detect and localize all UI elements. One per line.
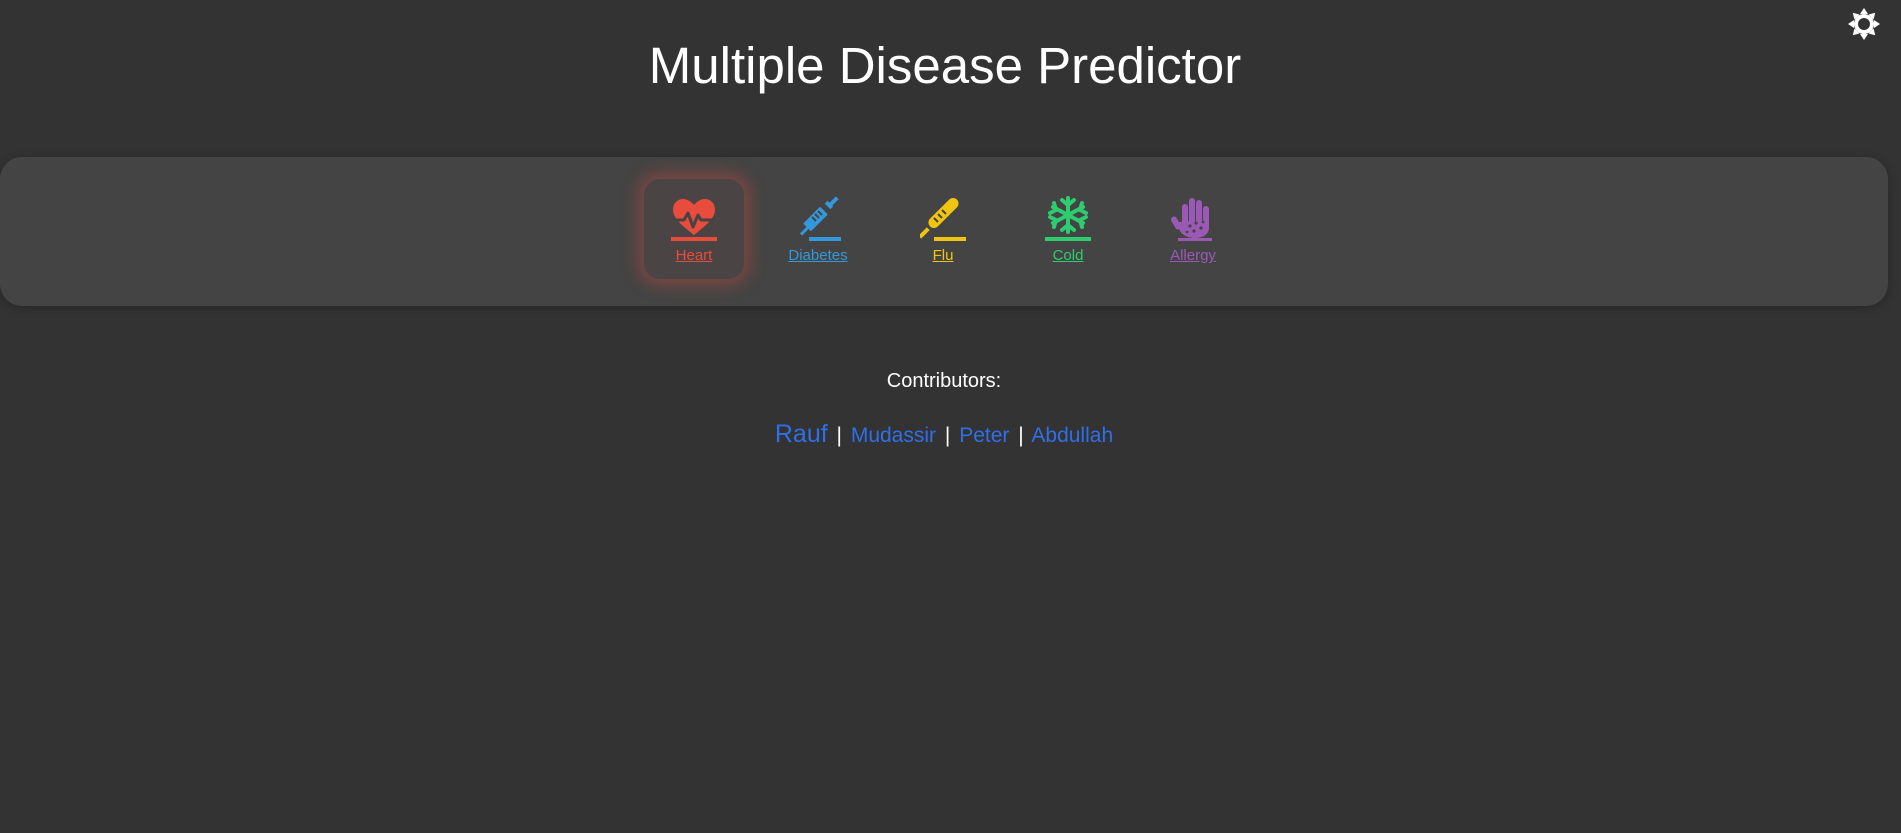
nav-item-label: Cold	[1052, 247, 1084, 264]
nav-item-heart[interactable]: Heart	[644, 179, 744, 279]
separator: |	[944, 424, 951, 447]
separator: |	[836, 424, 842, 447]
separator: |	[1018, 424, 1024, 447]
contributors-heading: Contributors:	[886, 370, 1002, 392]
disease-nav-panel: Heart Diabetes	[0, 157, 1888, 306]
nav-item-label: Heart	[675, 247, 713, 264]
hand-dots-icon	[1171, 198, 1212, 241]
contributor-link-mudassir[interactable]: Mudassir	[850, 424, 937, 447]
nav-item-label: Flu	[932, 247, 954, 264]
nav-item-cold[interactable]: Cold	[1018, 179, 1118, 279]
nav-item-label: Allergy	[1170, 247, 1216, 264]
syringe-icon	[799, 196, 841, 241]
thermometer-icon	[920, 197, 966, 241]
snowflake-icon	[1045, 196, 1091, 241]
nav-item-flu[interactable]: Flu	[893, 179, 993, 279]
theme-toggle-button[interactable]	[1847, 7, 1881, 41]
heart-pulse-icon	[671, 199, 717, 241]
contributor-link-abdullah[interactable]: Abdullah	[1031, 424, 1114, 447]
nav-item-label: Diabetes	[788, 247, 848, 264]
nav-item-diabetes[interactable]: Diabetes	[768, 179, 868, 279]
nav-item-allergy[interactable]: Allergy	[1143, 179, 1243, 279]
contributor-link-peter[interactable]: Peter	[959, 424, 1010, 447]
contributors-list: Rauf | Mudassir | Peter | Abdullah	[0, 420, 1888, 449]
page-title: Multiple Disease Predictor	[648, 37, 1242, 94]
contributor-link-rauf[interactable]: Rauf	[774, 420, 828, 448]
sun-icon	[1848, 8, 1880, 40]
